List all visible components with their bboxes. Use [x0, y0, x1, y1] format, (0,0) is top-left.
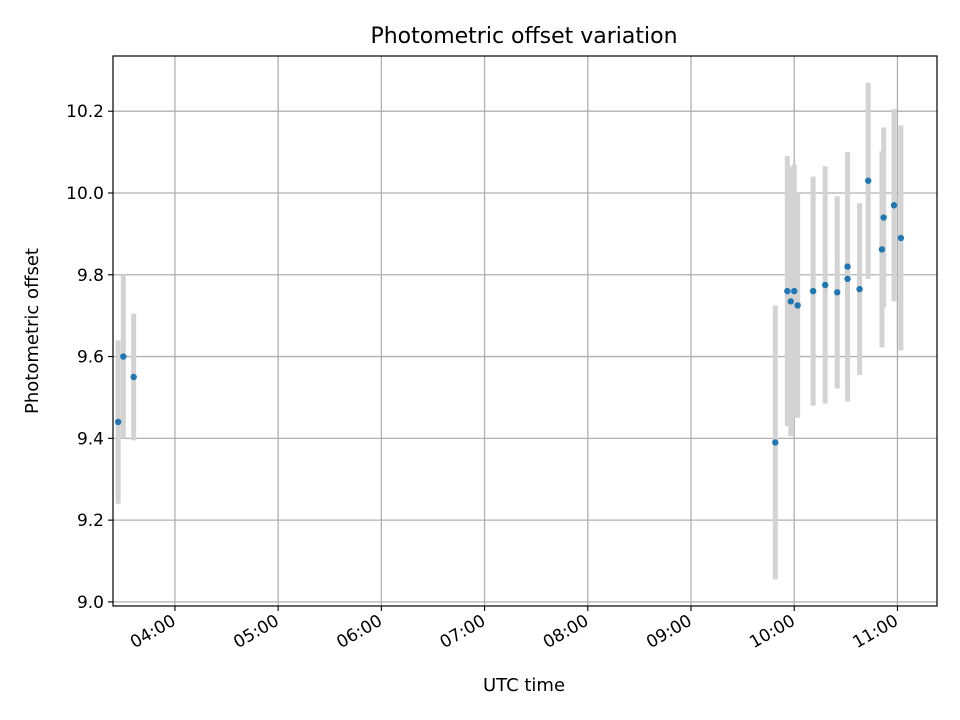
y-axis-ticks: 9.0 9.2 9.4 9.6 9.8 10.0 10.2 — [66, 102, 113, 613]
data-point — [844, 263, 851, 270]
y-tick-label: 9.6 — [77, 348, 104, 368]
y-tick-label: 9.8 — [77, 266, 104, 286]
plot-frame — [112, 55, 938, 607]
y-axis-label: Photometric offset — [22, 248, 43, 414]
data-point — [834, 289, 841, 296]
data-point — [787, 298, 794, 305]
data-point — [784, 287, 791, 295]
data-point — [897, 234, 905, 242]
y-tick-label: 10.2 — [66, 102, 104, 122]
x-axis-label: UTC time — [483, 675, 565, 696]
data-points — [114, 177, 905, 446]
data-point — [864, 177, 872, 184]
y-tick-label: 9.4 — [77, 429, 104, 449]
data-point — [794, 302, 801, 309]
data-point — [772, 439, 779, 446]
data-point — [809, 287, 817, 295]
data-point — [890, 202, 898, 209]
data-point — [844, 275, 851, 283]
data-point — [791, 287, 798, 295]
data-point — [856, 285, 863, 293]
y-tick-label: 9.2 — [77, 511, 104, 531]
chart-title: Photometric offset variation — [370, 24, 677, 49]
data-point — [880, 214, 887, 221]
data-point — [821, 281, 829, 289]
data-point — [114, 418, 122, 426]
data-point — [878, 246, 886, 253]
data-point — [120, 353, 127, 360]
y-tick-label: 9.0 — [77, 593, 104, 613]
y-tick-label: 10.0 — [66, 184, 104, 204]
data-point — [130, 373, 137, 381]
